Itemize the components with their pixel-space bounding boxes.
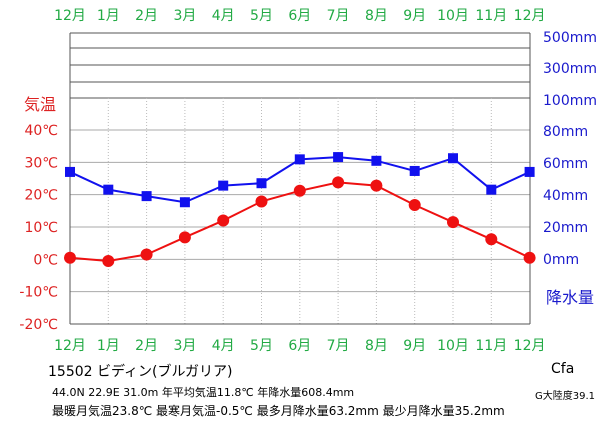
precipitation-point [486, 184, 497, 195]
temperature-point [408, 199, 421, 212]
climate-class: Cfa [551, 361, 575, 377]
month-label-bottom: 11月 [475, 338, 507, 354]
month-label-top: 12月 [514, 8, 546, 24]
precipitation-point [371, 155, 382, 166]
station-summary-line2: 最暖月気温23.8℃ 最寒月気温-0.5℃ 最多月降水量63.2mm 最少月降水… [52, 404, 505, 418]
chart-grid [70, 32, 530, 324]
temperature-tick-label: 0℃ [33, 252, 58, 268]
precipitation-tick-label: 60mm [543, 156, 588, 172]
precipitation-axis-label: 降水量 [546, 288, 594, 307]
month-label-bottom: 7月 [327, 338, 350, 354]
temperature-tick-label: -20℃ [19, 317, 58, 333]
month-label-top: 4月 [212, 8, 235, 24]
chart-labels: 12月 12月 1月 1月 2月 2月 3月 3月 4月 4月 5月 5月 6月 6月 7月 7月 8月 8月 9月… [19, 8, 597, 354]
precipitation-point [141, 191, 152, 202]
temperature-point [523, 251, 536, 264]
temperature-tick-label: 10℃ [24, 220, 58, 236]
month-label-top: 3月 [173, 8, 196, 24]
continentality-index: G大陸度39.1 [535, 391, 596, 402]
precipitation-point [179, 197, 190, 208]
chart-axes [69, 33, 531, 325]
month-label-bottom: 12月 [514, 338, 546, 354]
precipitation-point [103, 184, 114, 195]
temperature-point [293, 184, 306, 197]
month-label-top: 7月 [327, 8, 350, 24]
precipitation-tick-label: 500mm [543, 30, 597, 46]
month-label-bottom: 6月 [288, 338, 311, 354]
precipitation-point [294, 154, 305, 165]
precipitation-point [65, 166, 75, 177]
temperature-tick-label: -10℃ [19, 285, 58, 301]
month-label-top: 6月 [288, 8, 311, 24]
month-label-bottom: 10月 [437, 338, 469, 354]
station-summary-line1: 44.0N 22.9E 31.0m 年平均気温11.8℃ 年降水量608.4mm [52, 386, 355, 399]
month-label-top: 8月 [365, 8, 388, 24]
precipitation-tick-label: 0mm [543, 252, 579, 268]
temperature-point [64, 251, 76, 264]
station-name: 15502 ビディン(ブルガリア) [48, 364, 233, 380]
month-label-bottom: 1月 [97, 338, 120, 354]
temperature-point [370, 179, 383, 192]
temperature-point [217, 214, 230, 227]
precipitation-tick-label: 80mm [543, 124, 588, 140]
month-label-top: 5月 [250, 8, 273, 24]
precipitation-point [333, 152, 344, 163]
temperature-point [485, 233, 498, 246]
precipitation-point [448, 153, 458, 164]
temperature-tick-label: 40℃ [24, 123, 58, 139]
chart-series [64, 152, 536, 267]
temperature-point [255, 195, 268, 208]
precipitation-tick-label: 300mm [543, 61, 597, 77]
month-label-bottom: 3月 [173, 338, 196, 354]
precipitation-point [256, 178, 267, 189]
temperature-point [332, 176, 345, 189]
precipitation-tick-label: 40mm [543, 188, 588, 204]
temperature-point [447, 216, 459, 229]
month-label-top: 2月 [135, 8, 158, 24]
temperature-tick-label: 30℃ [24, 155, 58, 171]
temperature-tick-label: 20℃ [24, 188, 58, 204]
month-label-bottom: 5月 [250, 338, 273, 354]
month-label-top: 10月 [437, 8, 469, 24]
temperature-point [102, 254, 115, 267]
precipitation-point [218, 180, 229, 191]
month-label-bottom: 2月 [135, 338, 158, 354]
temperature-point [178, 231, 191, 244]
month-label-bottom: 9月 [403, 338, 426, 354]
month-label-bottom: 8月 [365, 338, 388, 354]
month-label-top: 11月 [475, 8, 507, 24]
month-label-top: 9月 [403, 8, 426, 24]
precipitation-point [409, 165, 420, 176]
precipitation-tick-label: 100mm [543, 93, 597, 109]
precipitation-tick-label: 20mm [543, 220, 588, 236]
month-label-top: 12月 [54, 8, 86, 24]
month-label-bottom: 12月 [54, 338, 86, 354]
temperature-point [140, 248, 153, 261]
temperature-axis-label: 気温 [24, 95, 56, 114]
precipitation-point [524, 166, 535, 177]
month-label-bottom: 4月 [212, 338, 235, 354]
month-label-top: 1月 [97, 8, 120, 24]
